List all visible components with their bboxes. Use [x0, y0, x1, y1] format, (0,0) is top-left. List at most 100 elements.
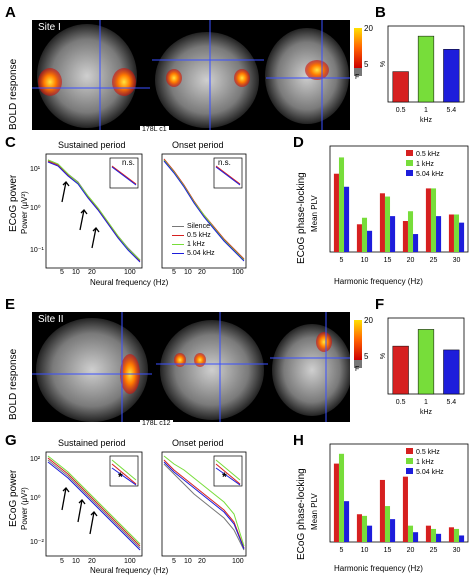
curve-0.5khz-g-left: [47, 457, 141, 547]
xlabel: kHz: [420, 117, 433, 124]
bar-5.04kHz-25: [436, 216, 442, 252]
xtick-g-4: 100: [124, 558, 136, 565]
colorbar-mid-e: 5: [364, 352, 369, 361]
bar-0.5: [392, 71, 409, 103]
colorbar-gray-e: [354, 360, 362, 368]
bar-0.5kHz-25: [425, 525, 431, 542]
axes-g-left: [45, 451, 143, 557]
title-sustained-c: Sustained period: [58, 140, 126, 150]
slice-label-e: 178L c12: [140, 420, 173, 427]
ylabel: %: [380, 61, 387, 67]
mean-plv-label-d: Mean PLV: [310, 195, 319, 232]
bar-5.4: [443, 49, 460, 103]
xtick-5.4: 5.4: [446, 107, 456, 114]
legend-c-5khz: 5.04 kHz: [172, 249, 215, 258]
ytick-c-3: 10⁻¹: [30, 247, 44, 254]
xlabel: kHz: [420, 409, 433, 416]
bar-5.04kHz-20: [413, 532, 419, 542]
title-onset-c: Onset period: [172, 140, 224, 150]
panel-label-h: H: [293, 432, 304, 449]
colorbar-gray-a: [354, 68, 362, 76]
xtick-0.5: 0.5: [396, 399, 406, 406]
ytick-g-1: 10²: [30, 456, 41, 463]
bar-5.04kHz-5: [344, 501, 350, 542]
xlabel-h: Harmonic frequency (Hz): [334, 564, 423, 573]
xtick-30: 30: [453, 547, 461, 554]
xtick-5.4: 5.4: [446, 399, 456, 406]
mri-image-e: Site II: [32, 312, 352, 422]
xtick-1: 1: [424, 399, 428, 406]
xtick-g-3: 20: [88, 558, 96, 565]
bar-1kHz-15: [384, 506, 391, 542]
xtick-c-1: 5: [60, 269, 64, 276]
arrow-c-3: [91, 227, 100, 249]
bar-0.5kHz-10: [356, 514, 362, 542]
curve-0.5khz-g-right: [163, 459, 245, 549]
xtick-1: 1: [424, 107, 428, 114]
ytick-g-3: 10⁻²: [30, 539, 44, 546]
bar-1kHz-20: [407, 525, 414, 542]
spectra-g: [45, 451, 247, 557]
legend-swatch-2: [406, 468, 413, 474]
bar-1kHz-10: [361, 217, 368, 252]
legend-swatch-1: [406, 160, 413, 166]
legend-label-1: 1 kHz: [416, 161, 434, 168]
legend-label-0: 0.5 kHz: [416, 449, 440, 456]
xtick-c-4: 100: [124, 269, 136, 276]
bar-0.5kHz-20: [402, 221, 408, 252]
xlabel-g: Neural frequency (Hz): [90, 566, 169, 575]
curve-5khz-c-left: [47, 161, 141, 263]
slice-label-a: 178L c1: [140, 126, 169, 133]
bar-1kHz-10: [361, 515, 368, 542]
legend-c-1khz: 1 kHz: [172, 240, 215, 249]
bar-5.04kHz-20: [413, 234, 419, 252]
plot-frame: [329, 145, 469, 253]
bar-5.04kHz-10: [367, 230, 373, 252]
xtick-g-r-3: 20: [198, 558, 206, 565]
bar-5.04kHz-10: [367, 525, 373, 542]
curve-5khz-c-right: [163, 160, 245, 262]
panel-label-f: F: [375, 296, 385, 313]
legend-label-2: 5.04 kHz: [416, 171, 444, 178]
plot-frame: [329, 443, 469, 543]
xtick-c-r-3: 20: [198, 269, 206, 276]
curve-1khz-c-left: [47, 159, 141, 261]
mean-plv-label-h: Mean PLV: [310, 493, 319, 530]
curve-5khz-g-left: [47, 461, 141, 551]
legend-swatch-0: [406, 448, 413, 454]
ecog-phase-label-h: ECoG phase-locking: [296, 468, 307, 560]
site-label-e: Site II: [38, 314, 64, 325]
xtick-g-1: 5: [60, 558, 64, 565]
mri-slices-e: [32, 312, 352, 422]
bar-0.5kHz-20: [402, 476, 408, 542]
xtick-c-r-1: 5: [172, 269, 176, 276]
ecog-power-label-c: ECoG power: [8, 174, 19, 232]
bar-0.5kHz-30: [448, 214, 454, 252]
ns-label-c2: n.s.: [218, 158, 231, 167]
xtick-30: 30: [453, 257, 461, 264]
title-onset-g: Onset period: [172, 438, 224, 448]
star-label-g1: *: [118, 470, 123, 484]
bar-0.5kHz-15: [379, 479, 385, 542]
axes-c-right: [161, 153, 247, 269]
xtick-25: 25: [430, 547, 438, 554]
panel-label-g: G: [5, 432, 17, 449]
xtick-20: 20: [407, 257, 415, 264]
legend-c-silence: Silence: [172, 222, 215, 231]
bar-5.04kHz-30: [459, 222, 465, 252]
xtick-g-r-1: 5: [172, 558, 176, 565]
bold-response-label-a: BOLD response: [8, 58, 19, 130]
xlabel-d: Harmonic frequency (Hz): [334, 277, 423, 286]
star-label-g2: *: [222, 470, 227, 484]
legend-label-0: 0.5 kHz: [416, 151, 440, 158]
panel-label-e: E: [5, 296, 16, 313]
colorbar-max-e: 20: [364, 316, 373, 325]
xlabel-c: Neural frequency (Hz): [90, 278, 169, 287]
mri-slices-a: [32, 20, 350, 130]
bar-5.04kHz-15: [390, 216, 396, 252]
bar-5.04kHz-25: [436, 533, 442, 542]
legend-c: Silence 0.5 kHz 1 kHz 5.04 kHz: [172, 222, 215, 258]
bar-1kHz-5: [338, 453, 345, 542]
colorbar-a: [354, 28, 362, 68]
bar-1kHz-20: [407, 211, 414, 252]
